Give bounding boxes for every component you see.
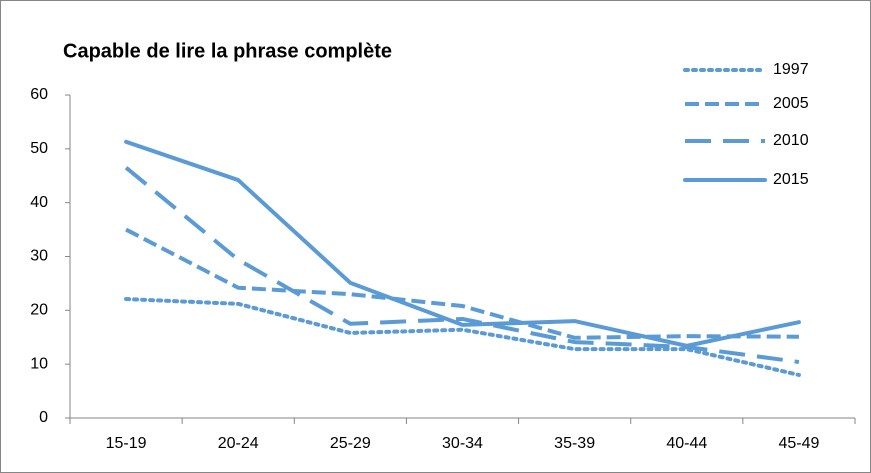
series-line [124,297,801,377]
chart-title: Capable de lire la phrase complète [63,40,392,62]
y-tick-label: 40 [30,194,48,211]
y-tick-label: 50 [30,140,48,157]
y-tick-label: 0 [39,409,48,426]
legend-label: 2005 [773,95,809,112]
x-tick-label: 15-19 [106,435,147,452]
y-tick-label: 10 [30,355,48,372]
y-tick-label: 30 [30,248,48,265]
x-tick-label: 20-24 [218,435,259,452]
y-tick-label: 60 [30,86,48,103]
x-tick-label: 30-34 [442,435,483,452]
x-tick-label: 25-29 [330,435,371,452]
series-line [125,227,799,340]
legend-label: 2010 [773,132,809,149]
legend-label: 1997 [773,61,809,78]
series-line [124,139,801,348]
y-tick-label: 20 [30,302,48,319]
x-tick-label: 45-49 [778,435,819,452]
x-tick-label: 35-39 [554,435,595,452]
x-tick-label: 40-44 [666,435,707,452]
legend-label: 2015 [773,171,809,188]
